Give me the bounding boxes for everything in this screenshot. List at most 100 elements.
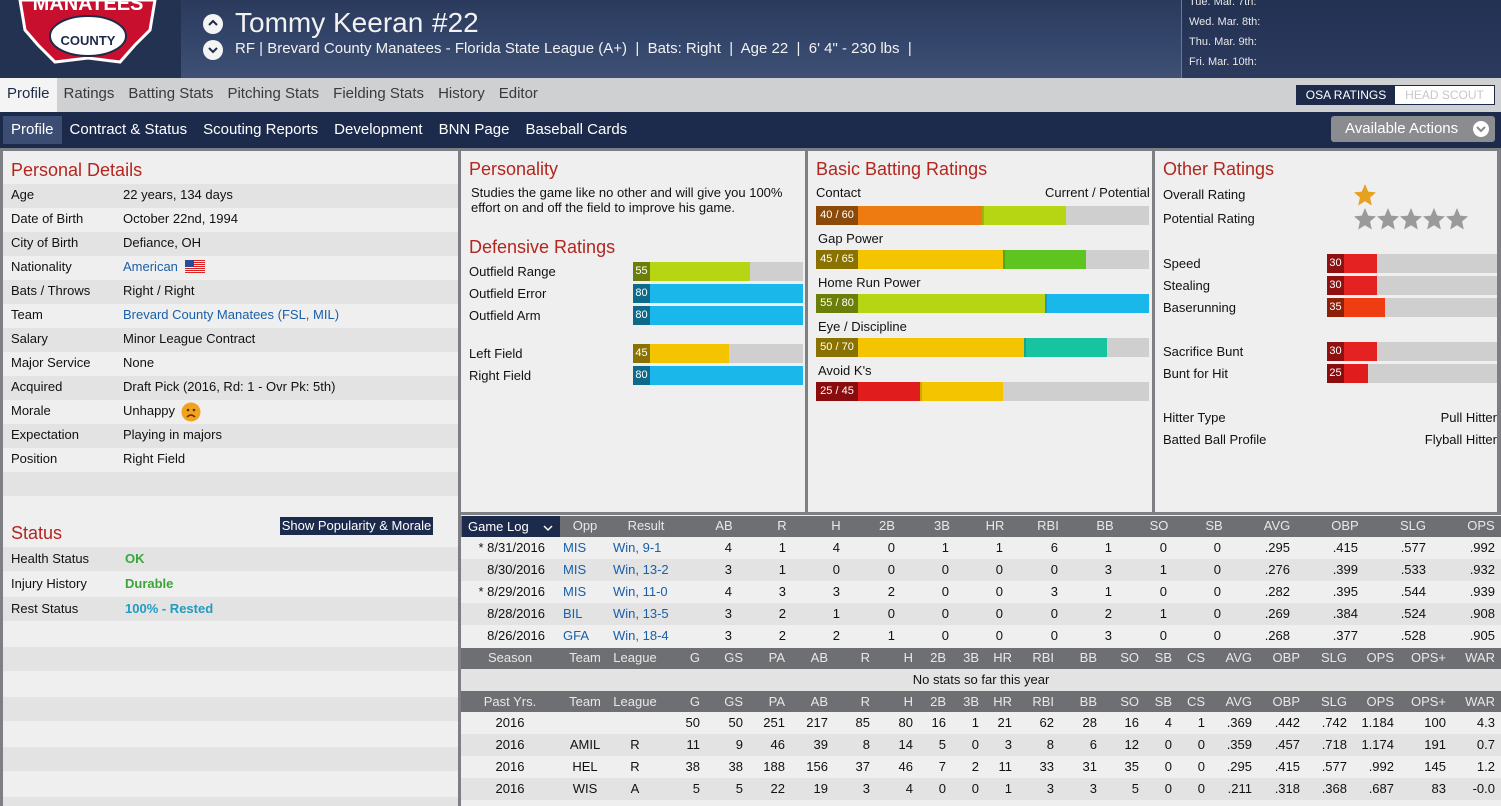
star-holder: [1399, 207, 1423, 231]
detail-value: Draft Pick (2016, Rd: 1 - Ovr Pk: 5th): [123, 379, 336, 394]
column-header: OBP: [1272, 650, 1300, 665]
table-cell[interactable]: GFA: [563, 628, 590, 643]
column-header: BB: [1096, 518, 1114, 533]
detail-value[interactable]: American: [123, 259, 178, 274]
column-header: R: [860, 694, 870, 709]
column-header: H: [831, 518, 841, 533]
subtab[interactable]: Scouting Reports: [203, 121, 319, 138]
table-cell: .687: [1368, 781, 1394, 796]
row-stripe: [461, 712, 1501, 734]
column-header: OPS+: [1410, 650, 1446, 665]
status-label: Injury History: [11, 576, 87, 591]
table-cell: 6: [1089, 737, 1097, 752]
table-cell: 28: [1082, 715, 1097, 730]
tab[interactable]: Fielding Stats: [333, 85, 425, 102]
column-header: CS: [1186, 650, 1205, 665]
column-header: HR: [993, 694, 1012, 709]
table-cell: 5: [692, 781, 700, 796]
subtab[interactable]: BNN Page: [438, 121, 510, 138]
table-cell[interactable]: Win, 9-1: [613, 540, 662, 555]
table-cell: 31: [1082, 759, 1097, 774]
column-header: R: [860, 650, 870, 665]
detail-value[interactable]: Brevard County Manatees (FSL, MIL): [123, 307, 340, 322]
tab[interactable]: Profile: [0, 78, 57, 112]
rating-name: Sacrifice Bunt: [1163, 344, 1244, 359]
gamelog-dropdown[interactable]: Game Log: [462, 516, 560, 537]
table-cell: 3: [1050, 584, 1058, 599]
table-cell: 37: [855, 759, 870, 774]
table-cell: 80: [898, 715, 913, 730]
row-stripe: [461, 603, 1501, 625]
table-cell[interactable]: Win, 11-0: [613, 584, 668, 599]
subtab[interactable]: Contract & Status: [69, 121, 188, 138]
table-cell: 0: [995, 562, 1003, 577]
panel: [461, 151, 805, 512]
column-header: Season: [487, 650, 533, 665]
table-cell: 0.7: [1476, 737, 1495, 752]
table-cell: 4: [1164, 715, 1172, 730]
column-header: BB: [1079, 694, 1097, 709]
table-cell[interactable]: Win, 13-2: [613, 562, 669, 577]
table-cell: 0: [995, 606, 1003, 621]
row-stripe: [3, 376, 458, 400]
table-cell[interactable]: BIL: [563, 606, 583, 621]
tab[interactable]: Pitching Stats: [227, 85, 320, 102]
table-cell: 21: [997, 715, 1012, 730]
rating-name: Outfield Range: [469, 264, 556, 279]
table-cell: 39: [813, 737, 828, 752]
rating-bar: [633, 284, 803, 303]
row-stripe: [3, 672, 458, 696]
table-cell: 1: [778, 540, 786, 555]
table-cell[interactable]: Win, 18-4: [613, 628, 669, 643]
actions-button[interactable]: Available Actions: [1331, 116, 1495, 142]
table-cell: .295: [1226, 759, 1252, 774]
rating-value: 35: [1327, 298, 1344, 317]
table-cell: 62: [1039, 715, 1054, 730]
table-cell: 1: [1197, 715, 1205, 730]
rating-bar: [633, 262, 750, 281]
rating-name: Potential Rating: [1163, 211, 1255, 226]
table-cell: .992: [1469, 540, 1495, 555]
table-cell: .211: [1227, 781, 1252, 796]
table-cell: .359: [1226, 737, 1252, 752]
subtab[interactable]: Profile: [3, 116, 62, 144]
column-header: AB: [810, 694, 828, 709]
table-cell: 1: [887, 628, 895, 643]
rating-value: 45: [633, 344, 650, 363]
table-cell[interactable]: MIS: [563, 562, 587, 577]
table-cell: 5: [938, 737, 946, 752]
toggle-option[interactable]: OSA RATINGS: [1297, 86, 1395, 104]
star-holder: [1422, 207, 1446, 231]
rating-value: 80: [633, 366, 650, 385]
table-cell: .318: [1274, 781, 1300, 796]
tab[interactable]: Editor: [498, 85, 538, 102]
column-header: OPS+: [1410, 694, 1446, 709]
subtab[interactable]: Development: [334, 121, 423, 138]
column-header: SLG: [1320, 650, 1347, 665]
table-cell[interactable]: MIS: [563, 540, 587, 555]
column-header: HR: [993, 650, 1012, 665]
row-stripe: [461, 669, 1501, 691]
panel: [1155, 151, 1497, 512]
rating-name: Left Field: [469, 346, 523, 361]
player-nav[interactable]: [202, 39, 224, 61]
subtab[interactable]: Baseball Cards: [525, 121, 628, 138]
table-cell: 1: [1104, 540, 1112, 555]
table-cell[interactable]: MIS: [563, 584, 587, 599]
toggle-option[interactable]: HEAD SCOUT: [1395, 86, 1494, 104]
rating-name: Stealing: [1163, 278, 1210, 293]
table-cell: 145: [1424, 759, 1446, 774]
tab[interactable]: History: [438, 85, 485, 102]
rating-value: 30: [1327, 342, 1344, 361]
table-cell: 4: [832, 540, 840, 555]
table-cell: 0: [1213, 628, 1221, 643]
player-nav[interactable]: [202, 13, 224, 35]
column-header: 2B: [930, 650, 946, 665]
table-cell: 16: [931, 715, 946, 730]
tab[interactable]: Ratings: [63, 85, 115, 102]
table-cell: 1: [971, 715, 979, 730]
column-header: Past Yrs.: [483, 694, 537, 709]
status-button[interactable]: Show Popularity & Morale: [280, 517, 433, 535]
tab[interactable]: Batting Stats: [128, 85, 214, 102]
table-cell[interactable]: Win, 13-5: [613, 606, 669, 621]
